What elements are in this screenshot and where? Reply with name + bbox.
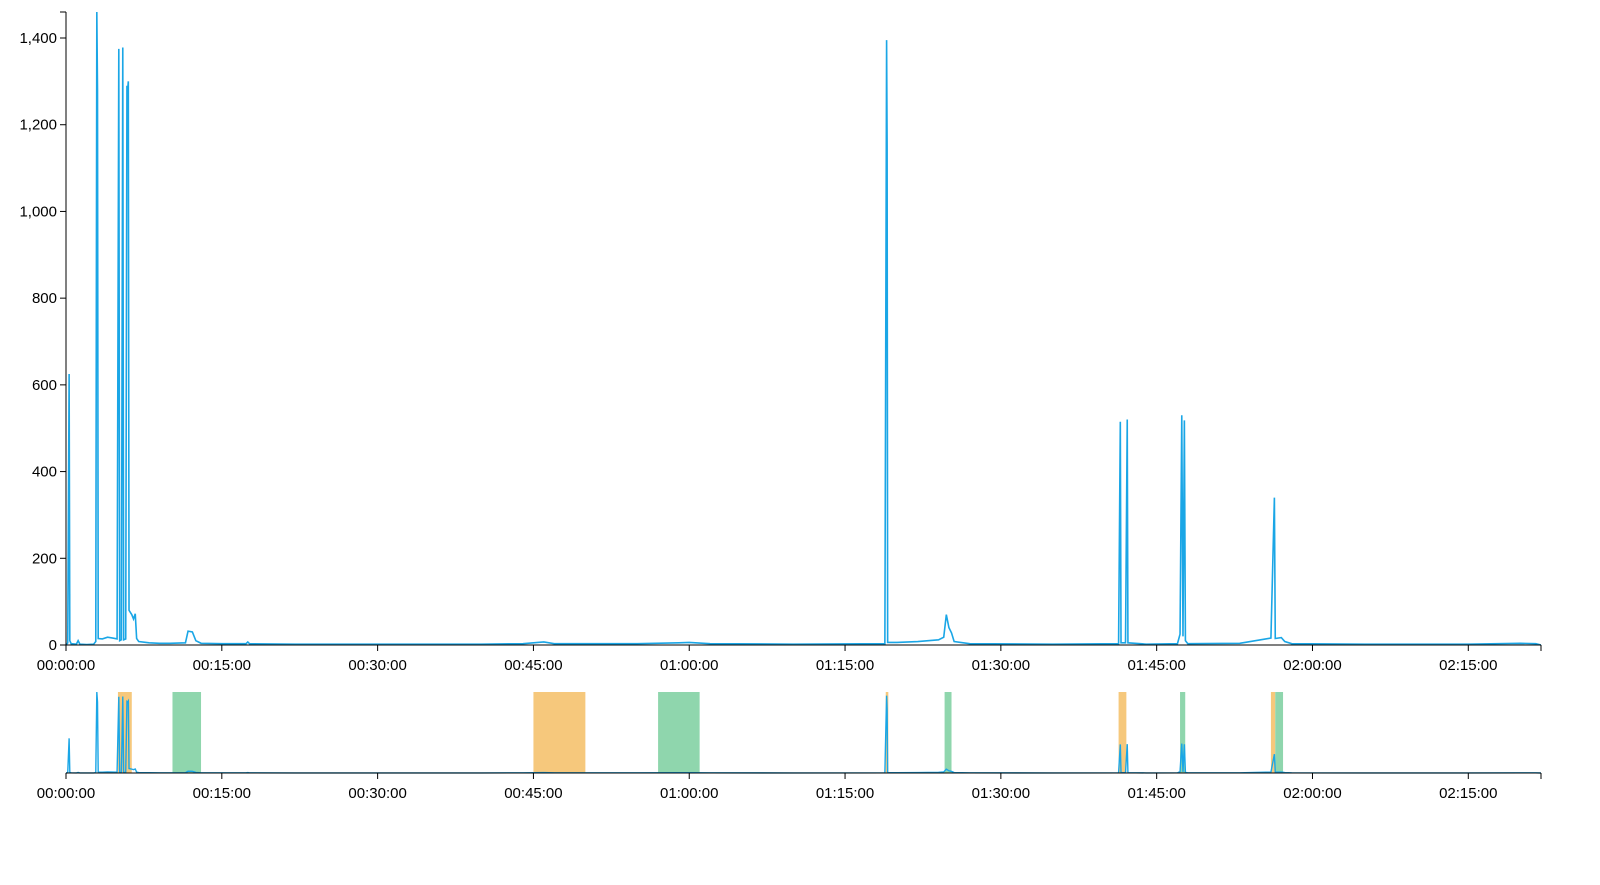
focus-y-tick-label: 1,000 bbox=[19, 203, 57, 220]
focus-x-tick-label: 01:45:00 bbox=[1127, 657, 1185, 674]
focus-y-tick-label: 800 bbox=[32, 290, 57, 307]
context-x-tick-label: 00:30:00 bbox=[348, 785, 406, 802]
context-x-tick-label: 00:00:00 bbox=[37, 785, 95, 802]
highlight-band-orange bbox=[1118, 692, 1127, 773]
focus-y-tick-label: 1,200 bbox=[19, 117, 57, 134]
focus-x-tick-label: 00:30:00 bbox=[348, 657, 406, 674]
focus-y-tick-label: 400 bbox=[32, 464, 57, 481]
highlight-band-orange bbox=[533, 692, 586, 773]
context-x-tick-label: 01:45:00 bbox=[1127, 785, 1185, 802]
focus-y-tick-label: 0 bbox=[49, 637, 57, 654]
focus-series-line bbox=[65, 11, 1542, 646]
focus-x-tick-label: 02:15:00 bbox=[1439, 657, 1497, 674]
focus-y-tick-label: 200 bbox=[32, 550, 57, 567]
context-x-tick-label: 02:00:00 bbox=[1283, 785, 1341, 802]
focus-x-axis: 00:00:00 00:15:00 00:30:00 00:45:00 01:00:00… bbox=[37, 644, 1542, 674]
context-x-tick-label: 01:30:00 bbox=[972, 785, 1030, 802]
context-x-tick-label: 01:00:00 bbox=[660, 785, 718, 802]
focus-y-tick-label: 600 bbox=[32, 377, 57, 394]
highlight-band-green bbox=[1180, 692, 1186, 773]
context-x-tick-label: 00:45:00 bbox=[504, 785, 562, 802]
focus-y-tick-label: 1,400 bbox=[19, 30, 57, 47]
context-x-axis: 00:00:00 00:15:00 00:30:00 00:45:00 01:00:00… bbox=[37, 772, 1542, 802]
context-x-tick-label: 01:15:00 bbox=[816, 785, 874, 802]
focus-x-tick-label: 00:00:00 bbox=[37, 657, 95, 674]
highlight-band-green bbox=[1275, 692, 1284, 773]
highlight-band-orange bbox=[1270, 692, 1276, 773]
focus-x-tick-label: 00:15:00 bbox=[193, 657, 251, 674]
context-highlight-bands bbox=[117, 692, 1284, 773]
highlight-band-green bbox=[658, 692, 700, 773]
focus-x-tick-label: 01:30:00 bbox=[972, 657, 1030, 674]
focus-x-tick-label: 00:45:00 bbox=[504, 657, 562, 674]
focus-x-tick-label: 01:00:00 bbox=[660, 657, 718, 674]
highlight-band-green bbox=[172, 692, 202, 773]
context-x-tick-label: 00:15:00 bbox=[193, 785, 251, 802]
context-series-line bbox=[65, 691, 1542, 774]
focus-y-axis: 0 200 400 600 800 1,000 1,200 1,400 bbox=[19, 11, 67, 654]
context-chart: 00:00:00 00:15:00 00:30:00 00:45:00 01:00:00… bbox=[37, 691, 1542, 802]
focus-x-tick-label: 01:15:00 bbox=[816, 657, 874, 674]
highlight-band-green bbox=[944, 692, 952, 773]
focus-x-tick-label: 02:00:00 bbox=[1283, 657, 1341, 674]
context-x-tick-label: 02:15:00 bbox=[1439, 785, 1497, 802]
